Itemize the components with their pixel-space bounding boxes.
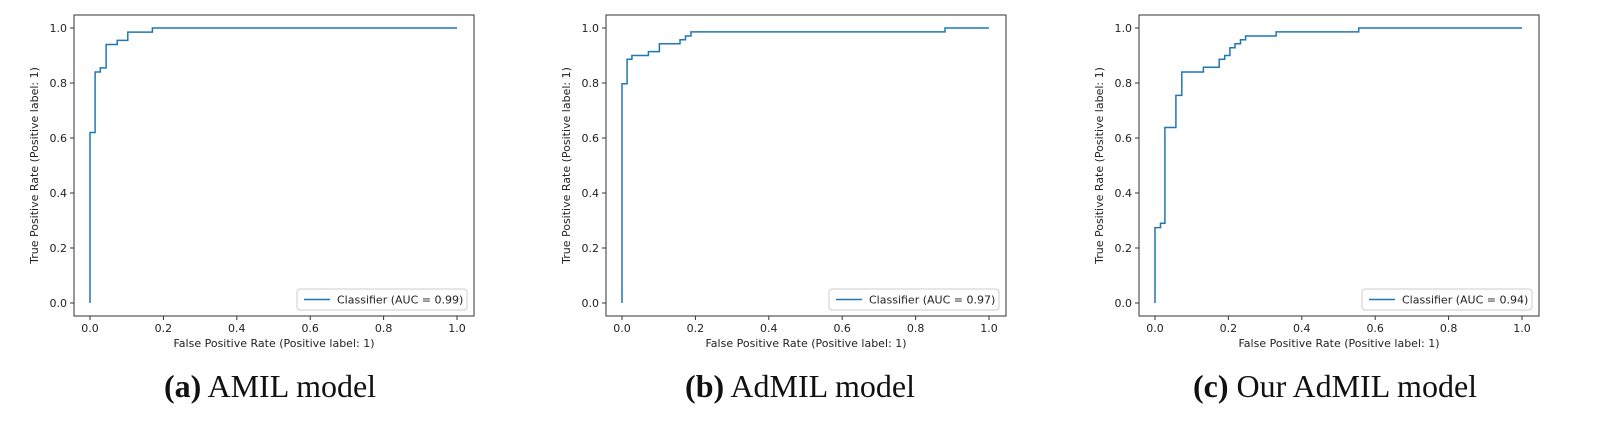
y-tick-label: 0.8	[582, 77, 600, 90]
y-tick-label: 0.0	[50, 297, 68, 310]
x-tick-label: 0.6	[833, 322, 851, 335]
x-tick-label: 0.0	[81, 322, 99, 335]
y-tick-label: 1.0	[50, 22, 68, 35]
x-tick-label: 0.2	[155, 322, 173, 335]
caption-c: (c) Our AdMIL model	[1075, 368, 1595, 405]
caption-text: AdMIL model	[730, 368, 915, 404]
legend-label: Classifier (AUC = 0.94)	[1402, 294, 1528, 307]
legend-label: Classifier (AUC = 0.97)	[869, 294, 995, 307]
x-tick-label: 0.0	[1146, 322, 1164, 335]
y-tick-label: 0.8	[50, 77, 68, 90]
y-tick-label: 0.4	[50, 187, 68, 200]
y-tick-label: 0.6	[582, 132, 600, 145]
x-axis-label: False Positive Rate (Positive label: 1)	[173, 337, 374, 350]
y-axis-label: True Positive Rate (Positive label: 1)	[1093, 67, 1106, 265]
caption-label: (b)	[685, 368, 725, 404]
x-tick-label: 0.6	[1366, 322, 1384, 335]
caption-label: (c)	[1192, 368, 1229, 404]
y-tick-label: 0.2	[582, 242, 600, 255]
axes-frame	[1138, 14, 1540, 317]
axes-frame	[73, 14, 475, 317]
legend-label: Classifier (AUC = 0.99)	[337, 294, 463, 307]
caption-b: (b) AdMIL model	[540, 368, 1060, 405]
legend: Classifier (AUC = 0.97)	[828, 288, 1000, 311]
legend-box	[296, 288, 468, 311]
x-tick-label: 0.8	[375, 322, 393, 335]
axes-frame	[605, 14, 1007, 317]
x-tick-label: 0.0	[613, 322, 631, 335]
legend: Classifier (AUC = 0.99)	[296, 288, 468, 311]
y-tick-label: 0.4	[582, 187, 600, 200]
x-axis-label: False Positive Rate (Positive label: 1)	[1238, 337, 1439, 350]
x-tick-label: 0.8	[1440, 322, 1458, 335]
y-tick-label: 1.0	[582, 22, 600, 35]
y-tick-label: 0.2	[50, 242, 68, 255]
caption-text: AMIL model	[207, 368, 377, 404]
y-axis-label: True Positive Rate (Positive label: 1)	[560, 67, 573, 265]
x-tick-label: 0.6	[301, 322, 319, 335]
y-tick-label: 0.0	[1115, 297, 1133, 310]
y-tick-label: 0.6	[50, 132, 68, 145]
y-tick-label: 0.4	[1115, 187, 1133, 200]
y-tick-label: 1.0	[1115, 22, 1133, 35]
y-tick-label: 0.2	[1115, 242, 1133, 255]
x-tick-label: 1.0	[1513, 322, 1531, 335]
caption-label: (a)	[163, 368, 202, 404]
legend-box	[828, 288, 1000, 311]
y-axis-label: True Positive Rate (Positive label: 1)	[28, 67, 41, 265]
x-tick-label: 0.4	[760, 322, 778, 335]
roc-chart-a: 0.0 0.2 0.4 0.6 0.8 1.0 0.0 0.2 0.4 0.6 0.8 1.0 Fals…	[28, 14, 475, 350]
roc-curve	[1154, 27, 1522, 303]
x-tick-label: 0.4	[1293, 322, 1311, 335]
roc-curve	[89, 27, 457, 303]
y-tick-label: 0.0	[582, 297, 600, 310]
x-tick-label: 0.8	[907, 322, 925, 335]
caption-a: (a) AMIL model	[10, 368, 530, 405]
roc-chart-b: 0.0 0.2 0.4 0.6 0.8 1.0 0.0 0.2 0.4 0.6 0.8 1.0 Fals…	[560, 14, 1007, 350]
x-tick-label: 1.0	[980, 322, 998, 335]
caption-text: Our AdMIL model	[1236, 368, 1478, 404]
legend: Classifier (AUC = 0.94)	[1361, 288, 1533, 311]
roc-chart-c: 0.0 0.2 0.4 0.6 0.8 1.0 0.0 0.2 0.4 0.6 0.8 1.0 Fals…	[1093, 14, 1540, 350]
x-tick-label: 0.2	[687, 322, 705, 335]
x-tick-label: 1.0	[448, 322, 466, 335]
y-tick-label: 0.6	[1115, 132, 1133, 145]
y-tick-label: 0.8	[1115, 77, 1133, 90]
legend-box	[1361, 288, 1533, 311]
x-axis-label: False Positive Rate (Positive label: 1)	[705, 337, 906, 350]
x-tick-label: 0.4	[228, 322, 246, 335]
x-tick-label: 0.2	[1220, 322, 1238, 335]
roc-curve	[621, 27, 989, 303]
